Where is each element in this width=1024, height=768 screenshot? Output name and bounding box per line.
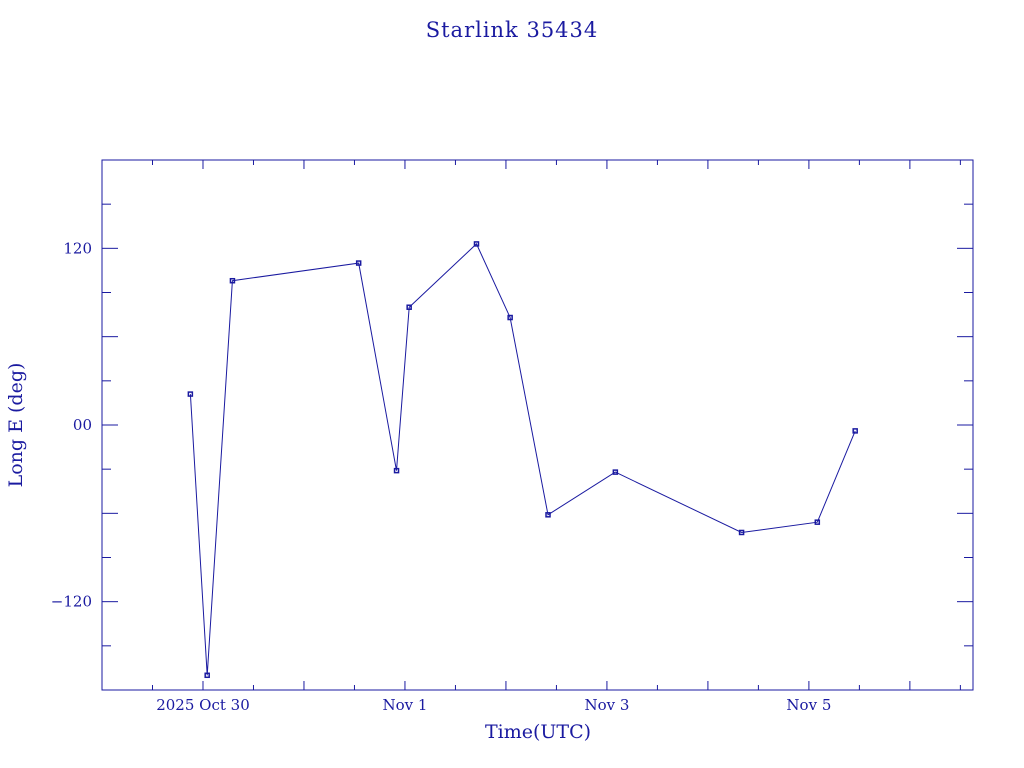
- plot-frame: [101, 159, 974, 691]
- data-point: [545, 512, 551, 518]
- data-point: [738, 529, 745, 536]
- x-tick-label: Nov 1: [382, 696, 427, 714]
- data-point: [229, 277, 236, 284]
- data-point: [814, 519, 821, 525]
- data-point: [355, 260, 362, 266]
- data-point: [852, 428, 858, 434]
- data-point: [507, 314, 513, 321]
- y-axis-label: Long E (deg): [5, 363, 27, 488]
- chart-title: Starlink 35434: [426, 18, 599, 42]
- series-clip-group: [187, 241, 858, 679]
- series-group: [187, 241, 858, 679]
- x-tick-label: Nov 5: [786, 696, 831, 714]
- data-point: [406, 304, 412, 310]
- axis-tick-labels: 2025 Oct 30 Nov 1 Nov 3 Nov 5 120 00 −120: [51, 239, 832, 714]
- y-tick-label: 00: [73, 416, 92, 434]
- x-tick-label: 2025 Oct 30: [156, 696, 250, 714]
- data-point: [473, 241, 480, 247]
- data-point: [204, 672, 210, 679]
- axis-ticks: [101, 159, 973, 691]
- data-point: [393, 467, 400, 474]
- data-point: [187, 391, 194, 397]
- y-tick-label: 120: [63, 239, 92, 257]
- x-tick-label: Nov 3: [584, 696, 629, 714]
- x-axis-label: Time(UTC): [485, 721, 591, 743]
- data-point: [612, 469, 619, 475]
- y-tick-label: −120: [51, 593, 92, 611]
- series-line: [189, 243, 856, 676]
